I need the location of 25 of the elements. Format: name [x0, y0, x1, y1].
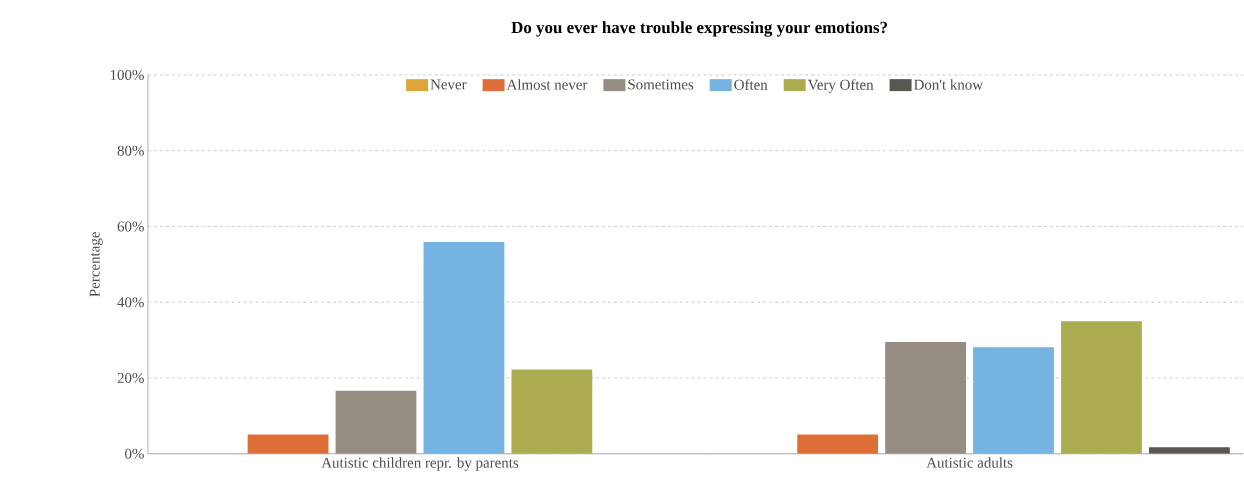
y-axis-title: Percentage	[89, 232, 103, 297]
y-tick-label: 60%	[117, 221, 144, 232]
bar	[885, 342, 966, 454]
y-tick-label: 80%	[117, 145, 144, 156]
y-tick-label: 100%	[110, 70, 144, 81]
x-tick-label: Autistic children repr. by parents	[321, 457, 519, 471]
legend-label: Almost never	[506, 79, 588, 90]
bar	[247, 434, 329, 454]
legend-label: Sometimes	[628, 79, 694, 90]
bar	[1061, 321, 1142, 454]
legend-label: Don't know	[914, 79, 983, 90]
legend-label: Often	[734, 79, 768, 90]
chart-title: Do you ever have trouble expressing your emotions?	[511, 21, 887, 37]
bar	[423, 242, 505, 454]
y-tick-label: 40%	[117, 297, 144, 308]
bar	[1149, 447, 1230, 454]
y-tick-label: 20%	[117, 373, 144, 384]
bar	[797, 434, 879, 454]
x-tick-label: Autistic adults	[926, 457, 1013, 468]
bar	[973, 347, 1054, 454]
legend-label: Never	[430, 79, 467, 90]
legend-label: Very Often	[807, 79, 874, 94]
bar	[511, 369, 593, 454]
bar	[335, 390, 417, 454]
y-tick-label: 0%	[125, 448, 144, 459]
